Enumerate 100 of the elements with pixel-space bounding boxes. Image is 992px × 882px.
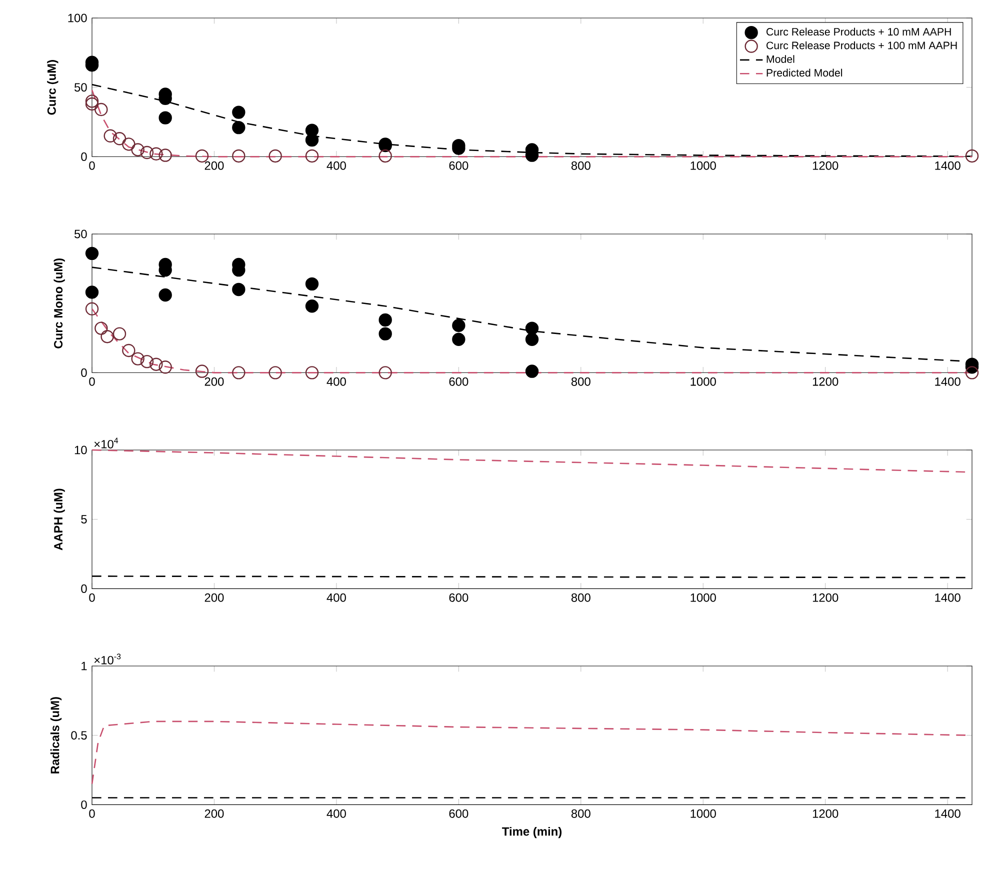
point — [158, 111, 172, 124]
x-tick-label: 400 — [326, 377, 346, 386]
point — [195, 149, 209, 163]
x-tick-label: 400 — [326, 593, 346, 602]
x-tick-label: 1200 — [812, 809, 838, 818]
point — [452, 318, 466, 332]
y-tick-label: 5 — [81, 515, 87, 524]
point — [965, 366, 979, 380]
legend-label: Predicted Model — [766, 68, 842, 77]
point — [85, 246, 99, 260]
point — [140, 146, 154, 160]
point — [94, 322, 108, 335]
point — [378, 149, 392, 163]
y-tick-label: 10 — [74, 446, 87, 454]
x-tick-label: 400 — [326, 161, 346, 170]
point — [525, 332, 539, 346]
point — [232, 106, 246, 119]
point — [525, 322, 539, 335]
x-tick-label: 1400 — [935, 593, 960, 602]
x-tick-label: 800 — [571, 809, 590, 818]
y-tick-label: 100 — [68, 14, 87, 22]
y-tick-label: 0 — [81, 584, 87, 593]
x-tick-label: 1200 — [812, 377, 838, 386]
x-tick-label: 1200 — [812, 161, 838, 170]
y-tick-label: 1 — [82, 662, 87, 670]
y-tick-label: 50 — [74, 83, 87, 92]
x-tick-label: 600 — [449, 809, 468, 818]
y-tick-label: 0 — [81, 368, 87, 377]
text: ×10$^{4}$ — [94, 438, 118, 448]
point — [104, 129, 117, 142]
x-tick-label: 800 — [571, 161, 590, 170]
point — [131, 352, 144, 366]
point — [85, 94, 99, 108]
point — [122, 138, 136, 151]
point — [232, 149, 246, 163]
point — [232, 366, 246, 380]
y-tick-label: 0 — [81, 152, 87, 161]
point — [158, 148, 172, 162]
x-tick-label: 1000 — [690, 593, 716, 602]
text: ×10$^{-3}$ — [94, 654, 121, 664]
y-axis-title: AAPH (uM) — [54, 488, 65, 550]
line-series — [91, 449, 973, 473]
point — [94, 102, 108, 116]
x-axis-title: Time (min) — [502, 826, 562, 838]
x-tick-label: 800 — [571, 377, 590, 386]
x-tick-label: 200 — [204, 377, 224, 386]
y-tick-label: 0.5 — [71, 731, 87, 740]
x-tick-label: 1400 — [935, 377, 960, 386]
x-tick-label: 0 — [89, 377, 95, 386]
x-tick-label: 1000 — [690, 377, 716, 386]
point — [150, 358, 163, 371]
x-tick-label: 1400 — [935, 161, 960, 170]
x-tick-label: 200 — [204, 161, 224, 170]
point — [150, 147, 163, 160]
point — [378, 327, 392, 340]
point — [140, 354, 154, 368]
point — [85, 97, 99, 111]
point — [158, 288, 172, 302]
legend-label: Model — [766, 55, 794, 63]
point — [232, 120, 246, 134]
y-axis-title: Curc (uM) — [47, 60, 58, 115]
x-tick-label: 1000 — [690, 809, 716, 818]
point — [112, 132, 126, 146]
point — [158, 360, 172, 374]
x-tick-label: 800 — [571, 593, 590, 602]
y-axis-title: Radicals (uM) — [50, 697, 62, 774]
x-tick-label: 1400 — [935, 809, 960, 818]
x-tick-label: 0 — [89, 809, 95, 818]
point — [305, 133, 319, 147]
point — [232, 282, 246, 296]
point — [305, 277, 319, 291]
point — [268, 149, 282, 163]
point — [85, 302, 99, 316]
legend-label: Curc Release Products + 10 mM AAPH — [766, 28, 951, 36]
x-tick-label: 1200 — [812, 593, 838, 602]
x-tick-label: 0 — [89, 593, 95, 602]
point — [85, 286, 99, 299]
point — [525, 364, 539, 378]
x-tick-label: 600 — [449, 161, 468, 170]
x-tick-label: 1000 — [690, 161, 716, 170]
point — [268, 366, 282, 380]
point — [305, 366, 319, 380]
x-tick-label: 600 — [449, 377, 468, 386]
point — [100, 330, 114, 344]
point — [305, 300, 319, 313]
y-tick-label: 50 — [74, 230, 87, 238]
point — [112, 327, 126, 340]
legend-label: Curc Release Products + 100 mM AAPH — [766, 41, 957, 50]
y-axis-title: Curc Mono (uM) — [54, 258, 65, 348]
point — [122, 344, 136, 358]
point — [131, 143, 144, 156]
x-tick-label: 400 — [326, 809, 346, 818]
point — [195, 364, 209, 378]
x-tick-label: 0 — [89, 161, 95, 170]
x-tick-label: 200 — [204, 593, 224, 602]
point — [452, 332, 466, 346]
y-tick-label: 0 — [81, 800, 87, 809]
x-tick-label: 600 — [449, 593, 468, 602]
x-tick-label: 200 — [204, 809, 224, 818]
point — [378, 313, 392, 327]
